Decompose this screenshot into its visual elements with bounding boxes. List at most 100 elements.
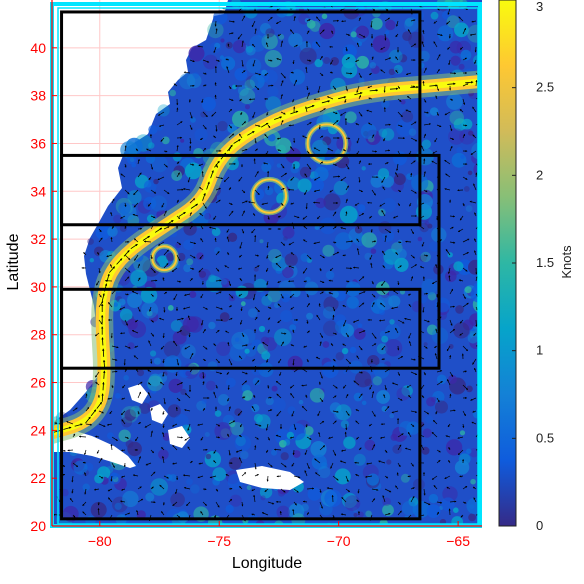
speed-patch <box>369 62 377 69</box>
speed-patch <box>245 45 256 56</box>
velocity-arrow <box>370 43 373 48</box>
speed-patch <box>366 473 379 486</box>
velocity-arrow <box>254 462 257 470</box>
velocity-arrow <box>252 293 256 301</box>
speed-patch <box>315 197 326 209</box>
speed-patch <box>287 406 296 415</box>
velocity-arrow <box>290 176 295 181</box>
speed-patch <box>454 460 470 475</box>
velocity-arrow <box>228 108 232 113</box>
velocity-arrow <box>303 345 308 348</box>
speed-patch <box>426 397 436 407</box>
velocity-arrow <box>318 303 321 308</box>
velocity-arrow <box>228 85 232 90</box>
velocity-arrow <box>253 213 256 217</box>
velocity-arrow <box>215 306 223 310</box>
speed-patch <box>204 212 211 220</box>
velocity-arrow <box>254 189 260 196</box>
speed-patch <box>323 193 341 211</box>
velocity-arrow <box>241 228 245 234</box>
velocity-arrow <box>120 500 126 503</box>
velocity-arrow <box>137 498 144 503</box>
velocity-arrow <box>305 106 308 113</box>
velocity-arrow <box>111 358 118 361</box>
velocity-arrow <box>132 474 139 477</box>
speed-patch <box>264 186 274 196</box>
velocity-arrow <box>82 511 87 516</box>
speed-patch <box>389 413 395 419</box>
velocity-arrow <box>302 135 308 139</box>
velocity-arrow <box>161 511 165 516</box>
velocity-arrow <box>83 252 87 256</box>
velocity-arrow <box>176 397 181 402</box>
velocity-arrow <box>176 107 179 113</box>
velocity-arrow <box>226 228 230 233</box>
velocity-arrow <box>332 306 336 312</box>
velocity-arrow <box>163 263 169 269</box>
speed-patch <box>186 478 193 486</box>
velocity-arrow <box>277 319 282 324</box>
velocity-arrow <box>176 172 180 178</box>
speed-patch <box>343 369 348 375</box>
velocity-arrow <box>202 202 207 209</box>
velocity-arrow <box>202 124 207 130</box>
speed-patch <box>186 316 204 333</box>
velocity-arrow <box>176 199 179 204</box>
speed-patch <box>364 252 372 261</box>
speed-patch <box>404 17 419 32</box>
velocity-arrow <box>319 291 324 295</box>
speed-patch <box>402 31 412 41</box>
velocity-arrow <box>124 319 128 326</box>
speed-patch <box>394 257 409 272</box>
speed-patch <box>199 372 207 380</box>
velocity-arrow <box>162 432 165 438</box>
speed-patch <box>216 341 231 356</box>
velocity-arrow <box>162 410 165 415</box>
velocity-arrow <box>176 215 181 219</box>
velocity-arrow <box>266 241 269 249</box>
velocity-arrow <box>280 119 284 126</box>
velocity-arrow <box>254 380 260 386</box>
velocity-arrow <box>110 444 113 451</box>
velocity-arrow <box>280 293 284 299</box>
colorbar-tick-label: 1 <box>536 343 543 358</box>
speed-patch <box>259 239 264 244</box>
speed-patch <box>334 232 353 250</box>
velocity-arrow <box>316 16 321 22</box>
velocity-arrow <box>163 189 170 195</box>
speed-patch <box>280 310 293 323</box>
colorbar-tick-label: 0.5 <box>536 430 554 445</box>
speed-patch <box>234 408 242 417</box>
velocity-arrow <box>238 254 243 258</box>
velocity-arrow <box>223 176 230 182</box>
velocity-arrow <box>158 241 165 246</box>
velocity-arrow <box>396 472 399 477</box>
speed-patch <box>235 435 246 447</box>
velocity-arrow <box>148 382 152 386</box>
velocity-arrow <box>267 124 271 129</box>
velocity-arrow <box>228 187 232 191</box>
velocity-arrow <box>345 137 351 140</box>
velocity-arrow <box>120 173 126 178</box>
velocity-arrow <box>280 187 285 191</box>
velocity-arrow <box>241 501 244 507</box>
velocity-arrow <box>267 16 273 22</box>
speed-patch <box>460 154 465 159</box>
velocity-arrow <box>215 124 218 132</box>
y-tick-label: 36 <box>30 135 46 151</box>
velocity-arrow <box>253 394 256 399</box>
velocity-arrow <box>225 330 230 334</box>
velocity-arrow <box>215 28 218 35</box>
speed-patch <box>353 513 358 517</box>
velocity-arrow <box>306 59 312 62</box>
speed-patch <box>419 222 429 233</box>
speed-patch <box>422 428 432 438</box>
speed-patch <box>370 248 377 254</box>
speed-patch <box>231 331 249 350</box>
velocity-arrow <box>189 124 193 131</box>
speed-patch <box>265 28 275 38</box>
x-axis-title: Longitude <box>232 555 302 572</box>
velocity-arrow <box>292 449 295 456</box>
speed-patch <box>399 54 408 63</box>
velocity-arrow <box>332 120 339 126</box>
